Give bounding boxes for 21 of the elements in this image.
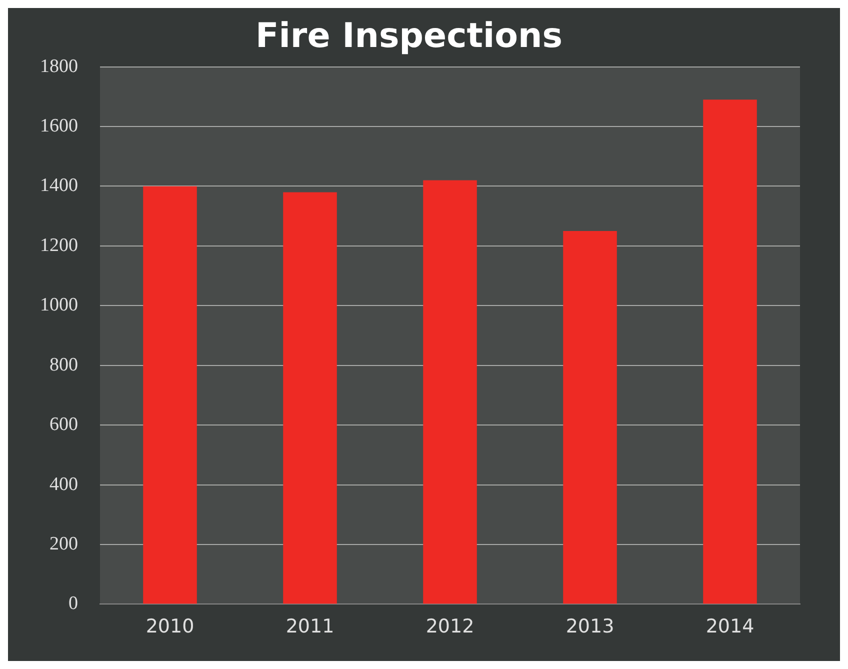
y-tick-label: 0 [68, 593, 78, 614]
chart-title: Fire Inspections [256, 16, 562, 56]
y-tick-label: 800 [50, 354, 78, 376]
y-tick-label: 1200 [40, 234, 78, 256]
bar [143, 186, 197, 604]
bar [283, 192, 337, 604]
y-tick-label: 200 [50, 533, 78, 554]
x-tick-label: 2010 [146, 616, 194, 638]
bar [423, 180, 477, 604]
bar [563, 231, 617, 604]
bar [703, 100, 757, 604]
y-tick-label: 1600 [40, 115, 78, 136]
y-tick-label: 1800 [40, 56, 78, 77]
y-tick-label: 1000 [40, 294, 78, 316]
y-tick-label: 1400 [40, 175, 78, 196]
x-tick-label: 2013 [566, 616, 614, 638]
y-tick-label: 600 [50, 414, 78, 436]
y-tick-label: 400 [50, 474, 78, 495]
x-tick-label: 2014 [706, 616, 754, 638]
x-tick-label: 2012 [426, 616, 474, 638]
x-tick-label: 2011 [286, 616, 334, 638]
